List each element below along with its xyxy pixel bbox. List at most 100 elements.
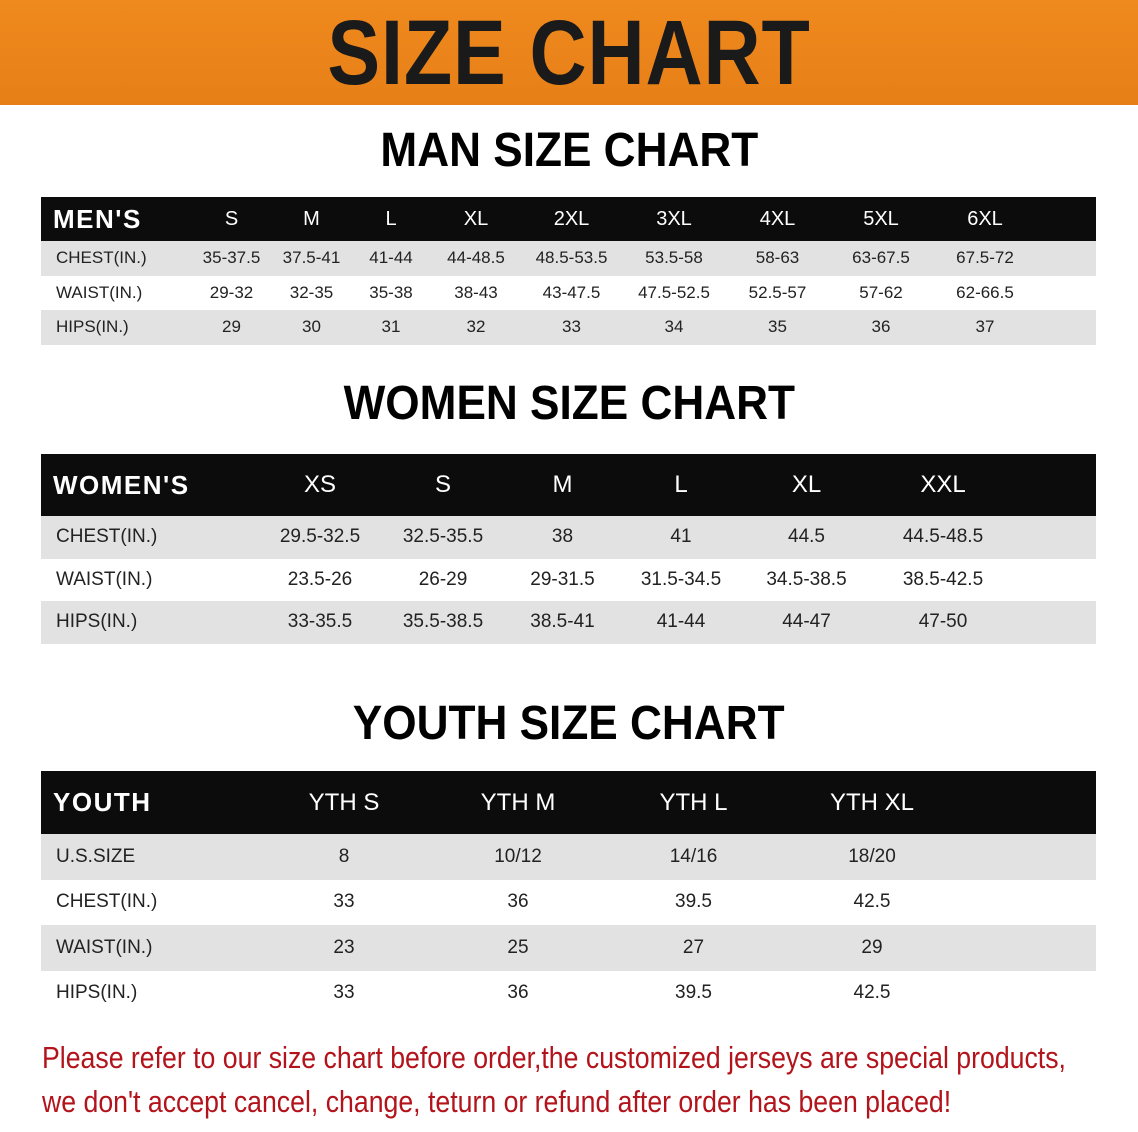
measurement-label: CHEST(IN.) <box>56 891 158 913</box>
measurement-value: 41-44 <box>656 611 706 633</box>
measurement-value: 27 <box>682 936 705 958</box>
measurement-value: 29 <box>222 317 241 337</box>
size-header: 6XL <box>967 207 1003 230</box>
size-header: L <box>385 207 397 230</box>
measurement-label: WAIST(IN.) <box>56 936 153 958</box>
banner-title: SIZE CHART <box>327 1 811 104</box>
size-header: YTH XL <box>829 788 915 816</box>
notice-line-2: we don't accept cancel, change, teturn o… <box>42 1084 952 1119</box>
measurement-value: 47-50 <box>918 611 968 633</box>
measurement-value: 33 <box>333 982 355 1004</box>
header-banner: SIZE CHART <box>0 0 1138 105</box>
measurement-value: 42.5 <box>853 891 891 913</box>
measurement-value: 23 <box>333 936 355 958</box>
measurement-label: WAIST(IN.) <box>56 568 153 590</box>
measurement-value: 34 <box>664 317 684 337</box>
header-label: WOMEN'S <box>53 469 190 500</box>
size-header: XL <box>791 471 822 498</box>
measurement-value: 10/12 <box>494 845 542 867</box>
table-header-row: WOMEN'S XS S M L XL XXL <box>41 454 1096 516</box>
measurement-value: 63-67.5 <box>852 248 910 268</box>
measurement-value: 44-47 <box>782 611 831 633</box>
size-header: XL <box>463 207 489 230</box>
measurement-value: 18/20 <box>848 845 896 867</box>
header-label: MEN'S <box>53 203 142 234</box>
size-header: XXL <box>920 471 966 498</box>
youth-size-table: YOUTH YTH S YTH M YTH L YTH XL U.S.SIZE 8 10/12… <box>41 771 1096 1016</box>
measurement-value: 35 <box>768 317 787 337</box>
measurement-value: 29-32 <box>209 282 254 302</box>
measurement-value: 38.5-42.5 <box>902 568 984 590</box>
measurement-value: 29-31.5 <box>530 568 595 590</box>
measurement-value: 33-35.5 <box>287 611 353 633</box>
measurement-label: CHEST(IN.) <box>56 248 147 268</box>
measurement-value: 43-47.5 <box>542 282 601 302</box>
table-row: HIPS(IN.) 33-35.5 35.5-38.5 38.5-41 41-44 44-… <box>41 601 1096 644</box>
measurement-value: 31 <box>381 317 401 337</box>
measurement-value: 42.5 <box>853 982 891 1004</box>
table-row: HIPS(IN.) 33 36 39.5 42.5 <box>41 970 931 1016</box>
measurement-value: 32-35 <box>289 282 334 302</box>
size-header: 5XL <box>863 207 899 230</box>
size-header: S <box>224 207 239 230</box>
measurement-value: 41-44 <box>369 248 413 268</box>
size-header: S <box>434 471 451 498</box>
measurement-label: HIPS(IN.) <box>56 611 138 633</box>
measurement-value: 53.5-58 <box>645 248 703 268</box>
size-header: M <box>552 471 573 498</box>
measurement-value: 48.5-53.5 <box>535 248 608 268</box>
measurement-value: 62-66.5 <box>956 282 1014 302</box>
measurement-value: 57-62 <box>859 282 903 302</box>
measurement-value: 44.5-48.5 <box>902 526 984 548</box>
measurement-value: 41 <box>670 526 692 548</box>
table-row: CHEST(IN.) 35-37.5 37.5-41 41-44 44-48.5 48.5… <box>41 241 1096 276</box>
measurement-value: 14/16 <box>669 845 718 867</box>
measurement-value: 44-48.5 <box>447 248 505 268</box>
measurement-value: 30 <box>302 317 321 337</box>
table-row: U.S.SIZE 8 10/12 14/16 18/20 <box>41 834 1096 880</box>
size-header: YTH L <box>659 788 728 816</box>
measurement-value: 37.5-41 <box>282 248 341 268</box>
measurement-label: CHEST(IN.) <box>56 526 158 548</box>
size-header: YTH M <box>480 788 556 816</box>
measurement-value: 39.5 <box>675 891 712 913</box>
measurement-value: 38.5-41 <box>530 611 595 633</box>
measurement-value: 34.5-38.5 <box>766 568 847 590</box>
measurement-value: 44.5 <box>788 526 825 548</box>
size-header: L <box>674 471 688 498</box>
size-header: YTH S <box>308 788 380 816</box>
table-header-row: YOUTH YTH S YTH M YTH L YTH XL <box>41 771 1096 834</box>
measurement-value: 29.5-32.5 <box>279 526 361 548</box>
measurement-value: 8 <box>338 845 350 867</box>
men-section-title: MAN SIZE CHART <box>0 127 1138 175</box>
notice-line-1: Please refer to our size chart before or… <box>42 1040 1066 1075</box>
measurement-value: 38-43 <box>454 282 498 302</box>
measurement-value: 25 <box>507 936 529 958</box>
table-row: CHEST(IN.) 29.5-32.5 32.5-35.5 38 41 44.5 44.5… <box>41 516 1096 559</box>
measurement-value: 23.5-26 <box>287 568 353 590</box>
measurement-value: 37 <box>975 317 995 337</box>
measurement-label: WAIST(IN.) <box>56 282 143 302</box>
table-row: WAIST(IN.) 23 25 27 29 <box>41 925 1096 971</box>
measurement-value: 29 <box>861 936 883 958</box>
table-header-row: MEN'S S M L XL 2XL 3XL 4XL 5XL 6XL <box>41 197 1096 241</box>
table-row: CHEST(IN.) 33 36 39.5 42.5 <box>41 879 931 925</box>
measurement-value: 39.5 <box>675 982 712 1004</box>
size-header: XS <box>303 471 336 498</box>
men-size-table: MEN'S S M L XL 2XL 3XL 4XL 5XL 6XL CHEST(IN.) 35-37… <box>41 197 1096 345</box>
measurement-value: 35-37.5 <box>202 248 261 268</box>
measurement-value: 33 <box>333 891 355 913</box>
measurement-value: 58-63 <box>755 248 800 268</box>
measurement-label: HIPS(IN.) <box>56 982 138 1004</box>
women-size-table: WOMEN'S XS S M L XL XXL CHEST(IN.) 29.5-32.5 32.5… <box>41 454 1096 644</box>
women-section-title: WOMEN SIZE CHART <box>0 380 1138 428</box>
table-row: WAIST(IN.) 29-32 32-35 35-38 38-43 43-47.5 47.… <box>41 275 1096 310</box>
measurement-value: 32.5-35.5 <box>402 526 484 548</box>
measurement-value: 36 <box>507 891 529 913</box>
table-row: WAIST(IN.) 23.5-26 26-29 29-31.5 31.5-34.5 34… <box>41 558 1096 601</box>
measurement-value: 47.5-52.5 <box>638 282 710 302</box>
measurement-value: 52.5-57 <box>748 282 807 302</box>
men-title-text: MAN SIZE CHART <box>380 124 758 177</box>
header-label: YOUTH <box>53 787 152 817</box>
measurement-value: 36 <box>507 982 529 1004</box>
